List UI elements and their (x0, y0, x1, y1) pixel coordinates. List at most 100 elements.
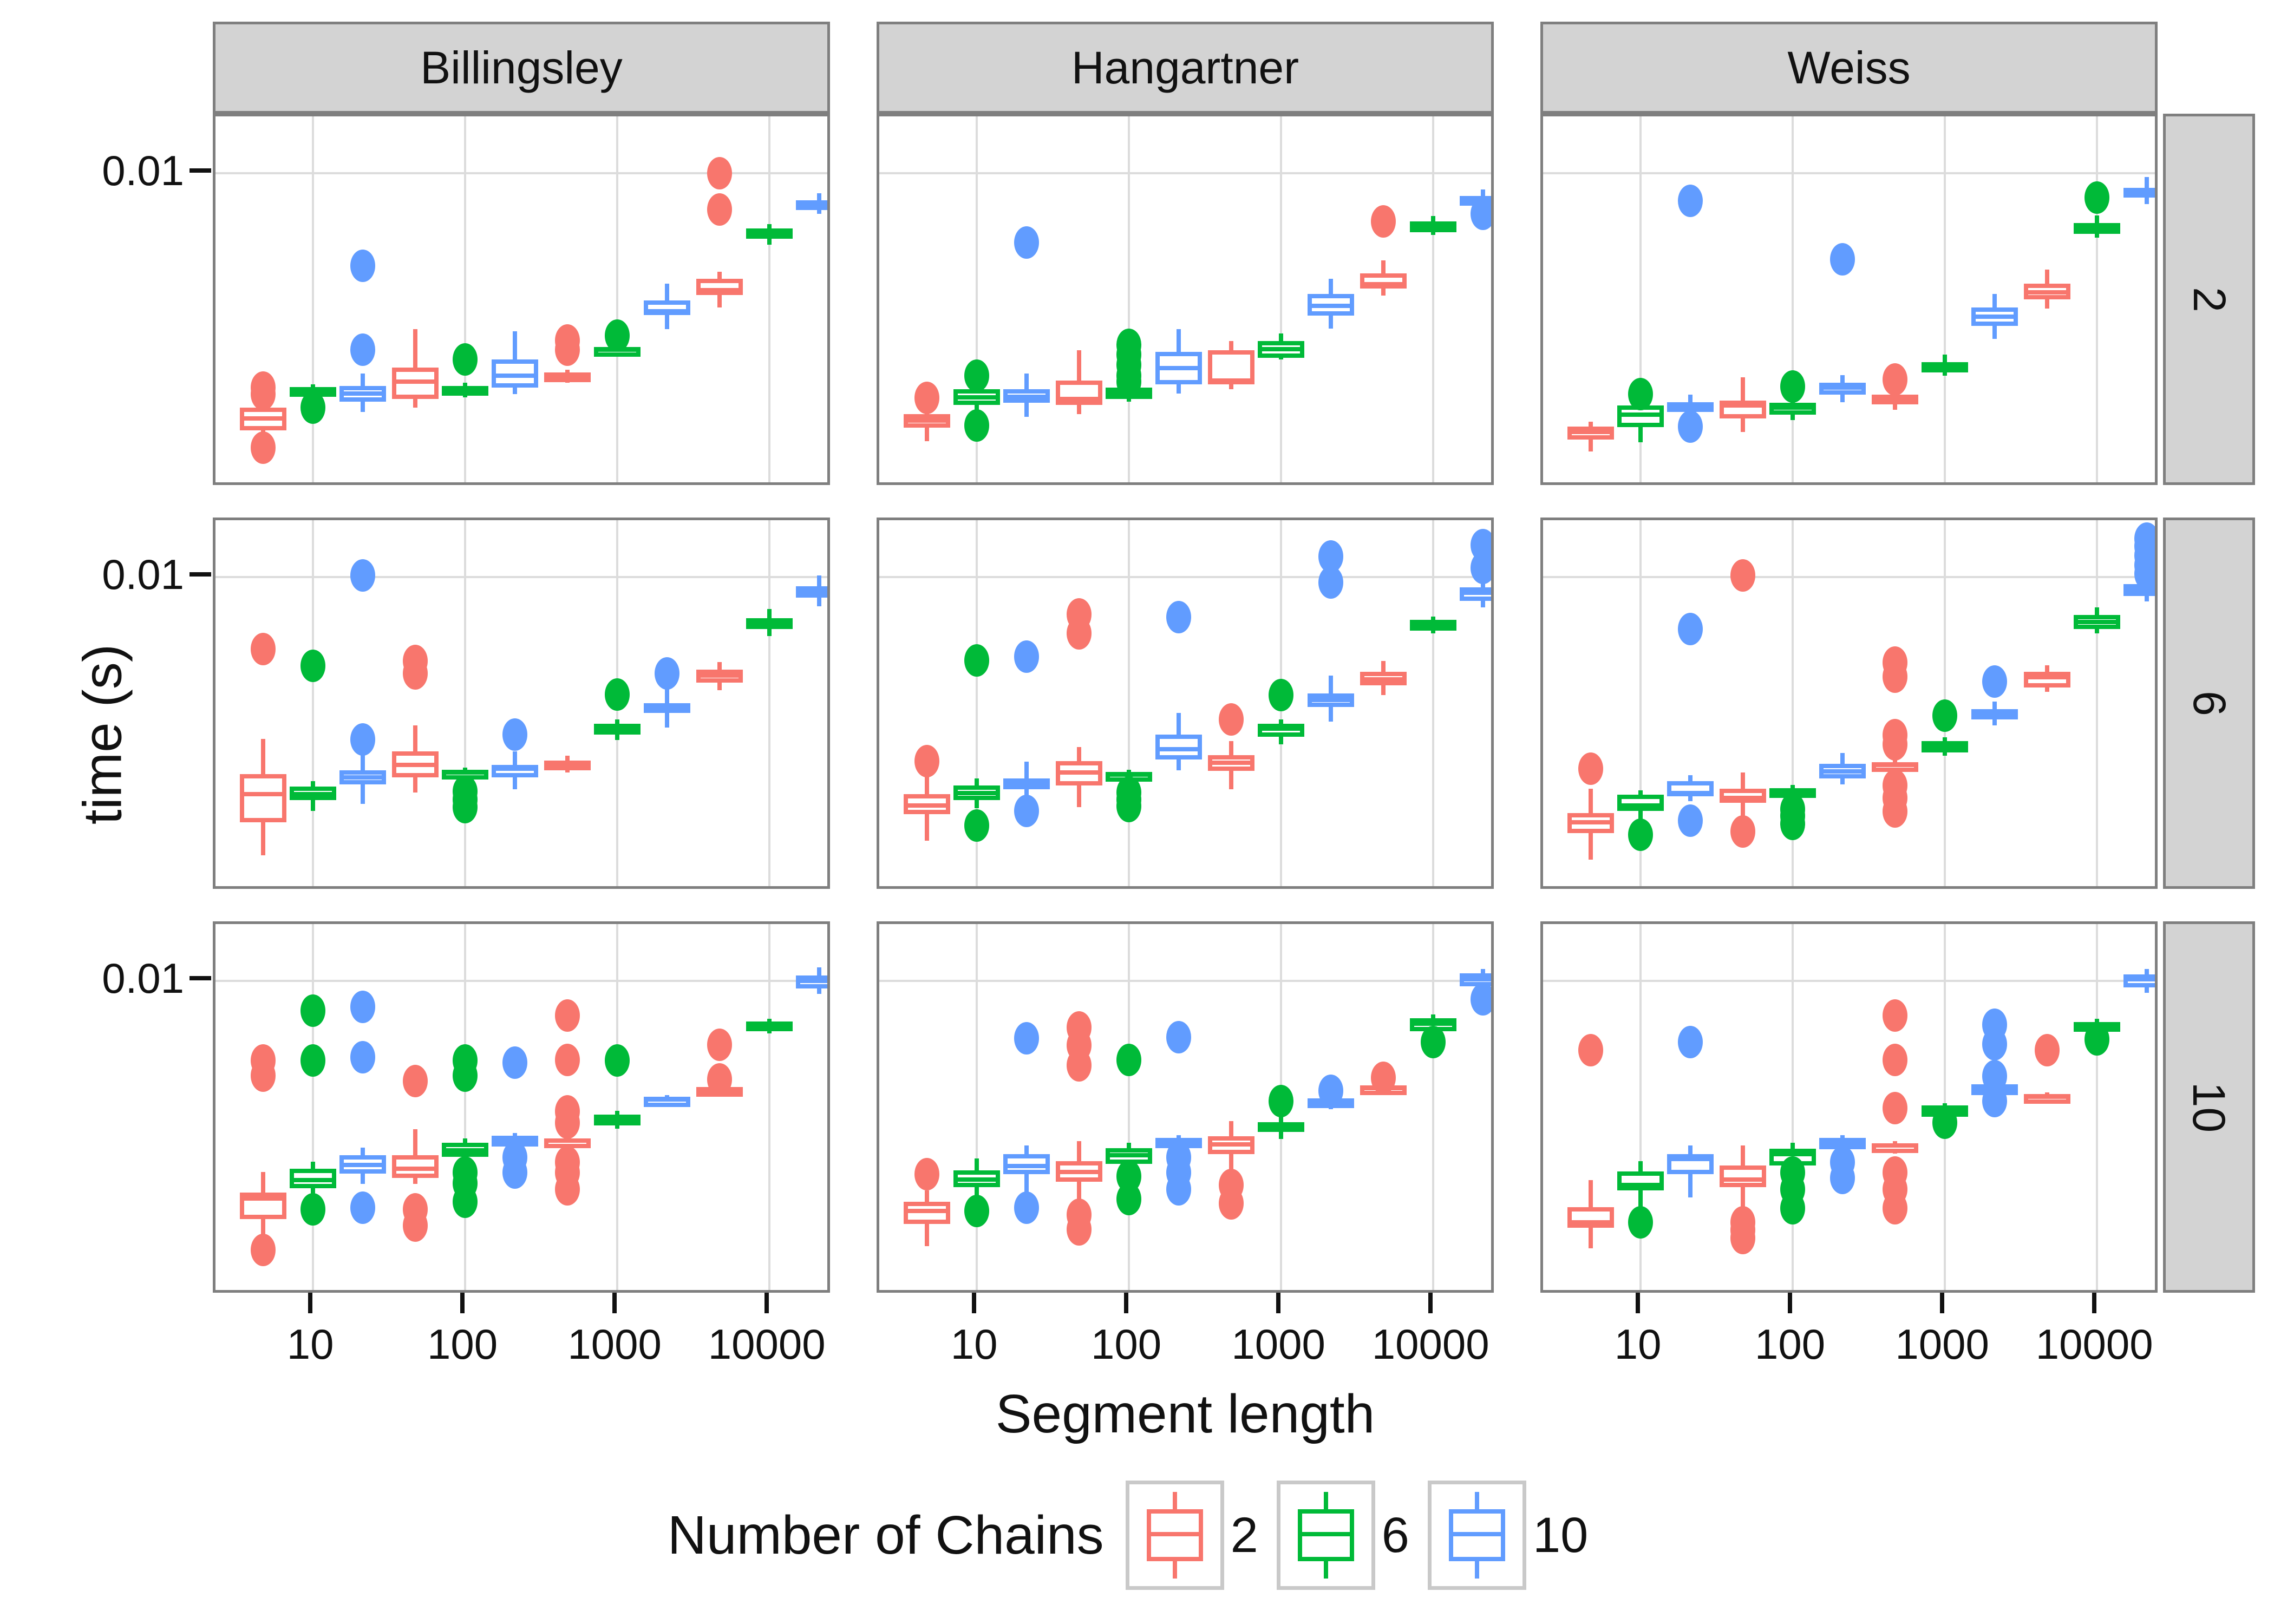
gridline-x (1432, 924, 1435, 1290)
facet-row-label: 2 (2184, 286, 2235, 312)
boxplot-median (2123, 189, 2155, 194)
boxplot-median (1208, 761, 1255, 765)
boxplot-median (746, 1022, 793, 1027)
outlier-point (350, 333, 376, 366)
boxplot-median (2024, 675, 2071, 680)
gridline-x (1792, 520, 1794, 886)
panel-Weiss-2 (1540, 114, 2158, 485)
boxplot-median (904, 418, 951, 423)
boxplot-median (904, 803, 951, 808)
x-tick-mark (1788, 1293, 1793, 1313)
boxplot-box (240, 774, 287, 823)
panel-Hangartner-10 (877, 921, 1494, 1293)
boxplot-median (746, 231, 793, 235)
outlier-point (1067, 617, 1092, 650)
boxplot-median (1003, 394, 1050, 399)
boxplot-median (1056, 396, 1103, 401)
boxplot-median (1872, 396, 1919, 401)
outlier-point (1883, 728, 1908, 761)
boxplot-median (1003, 1164, 1050, 1169)
outlier-point (350, 1191, 376, 1224)
outlier-point (453, 791, 478, 824)
boxplot-median (1617, 412, 1664, 417)
outlier-point (655, 657, 680, 690)
outlier-point (964, 409, 990, 442)
outlier-point (350, 559, 376, 592)
boxplot-whisker (1638, 790, 1643, 839)
boxplot-median (2024, 1095, 2071, 1099)
outlier-point (502, 718, 528, 751)
boxplot-median (1258, 346, 1305, 351)
panel-Weiss-6 (1540, 518, 2158, 889)
outlier-point (251, 1233, 276, 1266)
gridline-x (768, 116, 771, 482)
gridline-y-0.01 (879, 979, 1491, 982)
gridline-x (768, 924, 771, 1290)
outlier-point (1883, 363, 1908, 396)
boxplot-median (1872, 763, 1919, 768)
gridline-x (312, 520, 315, 886)
outlier-point (1371, 1061, 1396, 1094)
outlier-point (555, 333, 580, 366)
boxplot-median (442, 387, 489, 391)
outlier-point (1318, 566, 1344, 599)
gridline-x (1128, 520, 1131, 886)
legend-key-2 (1125, 1481, 1224, 1590)
boxplot-median (1819, 769, 1866, 774)
boxplot-median (1872, 1148, 1919, 1153)
outlier-point (1628, 818, 1654, 852)
y-tick-mark (190, 572, 211, 577)
outlier-point (1628, 378, 1654, 411)
gridline-x (976, 924, 978, 1290)
x-tick-mark (1124, 1293, 1129, 1313)
boxplot-box (492, 359, 539, 388)
outlier-point (707, 193, 733, 226)
outlier-point (1883, 1192, 1908, 1225)
boxplot-median (904, 1209, 951, 1214)
outlier-point (1116, 789, 1142, 822)
boxplot-median (644, 309, 691, 313)
outlier-point (300, 1193, 326, 1226)
outlier-point (350, 723, 376, 756)
outlier-point (964, 644, 990, 677)
x-tick-mark (764, 1293, 769, 1313)
outlier-point (1471, 552, 1491, 585)
outlier-point (350, 249, 376, 282)
boxplot-median (492, 767, 539, 771)
outlier-point (914, 744, 940, 777)
boxplot-median (240, 792, 287, 797)
outlier-point (251, 431, 276, 464)
facet-column-strip: Hangartner (877, 22, 1494, 114)
outlier-point (1318, 1074, 1344, 1107)
outlier-point (1471, 983, 1491, 1016)
boxplot-median (1410, 224, 1457, 229)
facet-row-strip: 2 (2163, 114, 2255, 485)
boxplot-median (1617, 803, 1664, 808)
y-tick-mark (190, 168, 211, 173)
boxplot-median (1567, 820, 1615, 825)
boxplot-median (1056, 770, 1103, 775)
outlier-point (350, 1040, 376, 1073)
outlier-point (1116, 1183, 1142, 1216)
boxplot-median (1971, 314, 2018, 319)
gridline-x (1432, 520, 1435, 886)
outlier-point (1578, 1033, 1604, 1066)
outlier-point (707, 1063, 733, 1096)
boxplot-median (953, 1177, 1001, 1182)
gridline-x (2096, 520, 2099, 886)
x-axis-title: Segment length (995, 1384, 1375, 1444)
gridline-y-0.01 (215, 172, 827, 174)
x-tick-label: 10000 (1371, 1320, 1489, 1368)
outlier-point (1678, 1026, 1703, 1059)
outlier-point (1067, 1049, 1092, 1082)
outlier-point (1269, 679, 1294, 712)
outlier-point (1982, 1027, 2008, 1060)
boxplot-median (796, 978, 827, 983)
boxplot-median (544, 763, 591, 768)
boxplot-median (240, 416, 287, 421)
gridline-x (1280, 116, 1283, 482)
outlier-point (605, 319, 630, 352)
outlier-point (1780, 808, 1806, 840)
x-tick-mark (1428, 1293, 1433, 1313)
boxplot-median (442, 770, 489, 775)
